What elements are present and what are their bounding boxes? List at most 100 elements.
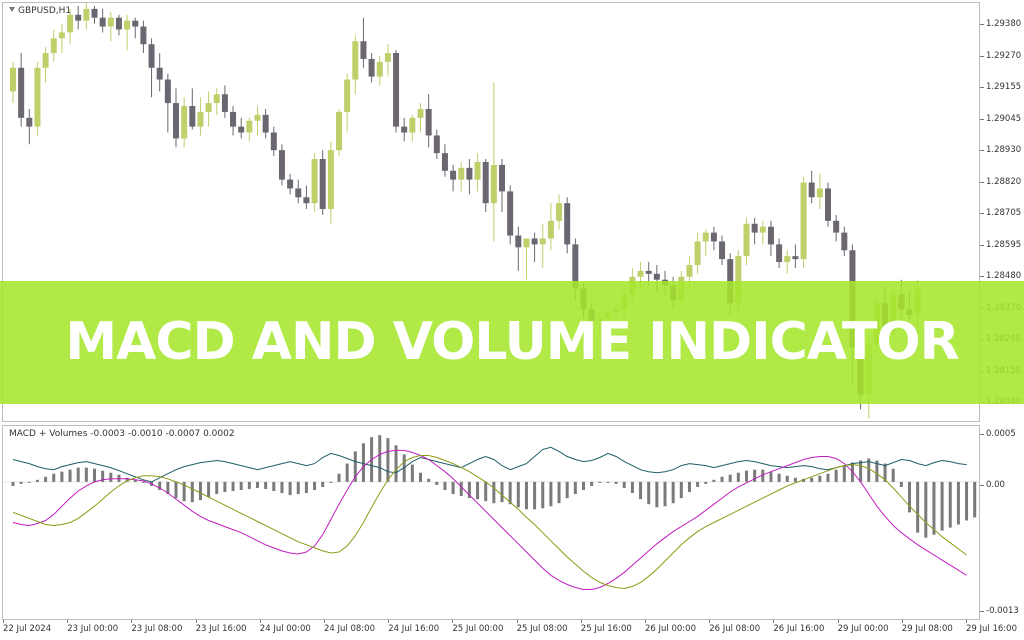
time-tick-label: 25 Jul 08:00 <box>516 620 568 634</box>
bear-candle <box>425 94 432 148</box>
candle-body <box>702 232 709 242</box>
candle-body <box>743 223 750 257</box>
candle-body <box>784 256 791 263</box>
candle-body <box>327 150 334 210</box>
candle-body <box>83 8 90 21</box>
macd-volume-pane[interactable]: MACD + Volumes -0.0003 -0.0010 -0.0007 0… <box>2 425 980 620</box>
candle-body <box>295 188 302 198</box>
bear-candle <box>26 108 33 145</box>
histogram-bar <box>516 481 520 508</box>
histogram-bar <box>198 481 202 501</box>
bear-candle <box>75 5 82 30</box>
bull-candle <box>409 114 416 142</box>
histogram-bar <box>753 469 757 482</box>
candle-body <box>18 67 25 118</box>
histogram-bar <box>190 481 194 503</box>
candle-body <box>719 241 726 260</box>
histogram-bar <box>500 481 504 503</box>
candle-body <box>556 203 563 221</box>
candle-body <box>694 241 701 265</box>
macd-scale[interactable]: 0.0005 0.00 -0.0013 <box>980 425 1024 620</box>
histogram-bar <box>720 476 724 482</box>
bull-candle <box>344 73 351 133</box>
histogram-bar <box>932 481 936 535</box>
histogram-bar <box>223 481 227 493</box>
candle-body <box>344 79 351 112</box>
candle-body <box>50 38 57 54</box>
candle-body <box>384 53 391 62</box>
histogram-bar <box>793 477 797 482</box>
time-tick-label: 24 Jul 08:00 <box>324 620 375 634</box>
histogram-bar <box>736 472 740 482</box>
candle-body <box>221 94 228 112</box>
histogram-bar <box>655 481 659 508</box>
bear-candle <box>433 129 440 160</box>
histogram-bar <box>875 460 879 482</box>
candle-body <box>710 232 717 242</box>
histogram-bar <box>630 481 634 494</box>
histogram-bar <box>671 481 675 504</box>
bear-candle <box>295 179 302 204</box>
candle-body <box>531 238 538 245</box>
histogram-bar <box>606 481 610 483</box>
histogram-bar <box>378 435 382 482</box>
histogram-bar <box>60 471 64 482</box>
histogram-bar <box>427 478 431 482</box>
time-axis[interactable]: 22 Jul 2024 23 Jul 00:00 23 Jul 08:00 23 Ju… <box>0 620 1024 640</box>
candle-body <box>189 106 196 127</box>
bull-candle <box>213 88 220 115</box>
bull-candle <box>181 97 188 148</box>
price-tick-label: 1.29045 <box>979 113 1022 124</box>
histogram-bar <box>386 438 390 482</box>
candle-body <box>433 135 440 154</box>
macd-tick-label: 0.0005 <box>980 429 1016 439</box>
bull-candle <box>10 61 16 104</box>
histogram-bar <box>272 481 276 492</box>
price-tick-label: 1.29270 <box>979 50 1022 61</box>
candle-body <box>425 108 432 136</box>
bull-candle <box>702 229 709 257</box>
bull-candle <box>490 82 497 242</box>
candle-body <box>507 191 514 236</box>
time-tick-label: 25 Jul 16:00 <box>580 620 632 634</box>
macd-line <box>12 455 967 590</box>
histogram-bar <box>728 474 732 482</box>
histogram-bar <box>239 481 243 490</box>
bull-candle <box>327 141 334 224</box>
candle-body <box>67 14 74 33</box>
histogram-bar <box>133 479 137 482</box>
candle-body <box>230 111 237 127</box>
candle-body <box>311 159 318 204</box>
candle-body <box>352 41 359 80</box>
candle-body <box>409 117 416 133</box>
bull-candle <box>458 161 465 192</box>
time-tick-label: 26 Jul 16:00 <box>773 620 825 634</box>
histogram-bar <box>867 458 871 482</box>
bull-candle <box>34 61 41 136</box>
histogram-bar <box>704 481 708 484</box>
bear-candle <box>164 73 171 133</box>
bear-candle <box>270 126 277 157</box>
histogram-bar <box>573 481 577 495</box>
bear-candle <box>767 220 774 257</box>
bear-candle <box>825 182 831 227</box>
macd-chart <box>3 435 979 590</box>
histogram-bar <box>777 473 781 482</box>
histogram-bar <box>899 481 903 487</box>
candle-body <box>132 20 139 27</box>
bear-candle <box>156 53 163 92</box>
candle-body <box>759 226 766 233</box>
histogram-bar <box>35 479 39 482</box>
bear-candle <box>531 232 538 263</box>
dropdown-triangle-icon[interactable] <box>9 7 15 12</box>
histogram-bar <box>647 481 651 505</box>
bear-candle <box>189 88 196 130</box>
candle-body <box>841 232 848 251</box>
bear-candle <box>140 20 147 54</box>
histogram-bar <box>158 481 162 490</box>
histogram-bar <box>174 481 178 499</box>
histogram-bar <box>459 481 463 497</box>
bull-candle <box>124 14 131 51</box>
candle-body <box>75 14 82 21</box>
